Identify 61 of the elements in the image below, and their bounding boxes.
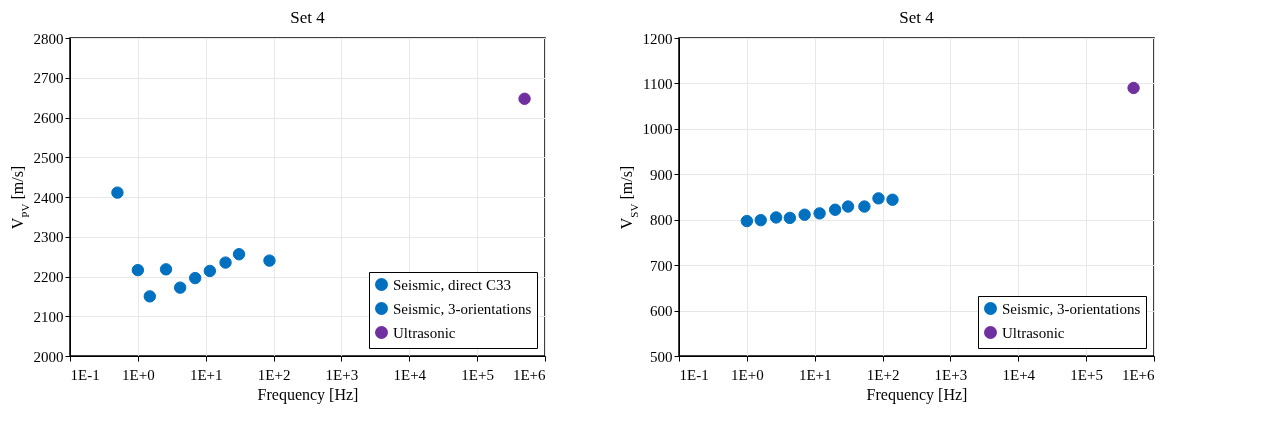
point	[841, 200, 855, 213]
legend-label: Ultrasonic	[1002, 324, 1065, 341]
point	[189, 271, 202, 285]
x-tick-label: 1E+0	[122, 366, 155, 383]
y-tick-label: 800	[650, 212, 673, 229]
point	[203, 264, 217, 278]
y-tick-label: 2700	[33, 70, 64, 87]
y-tick-label: 2600	[33, 110, 64, 126]
x-tick-label: 1E+3	[934, 366, 968, 383]
legend-label: Seismic, direct C33	[393, 276, 511, 293]
legend-label: Seismic, 3-orientations	[1002, 300, 1141, 317]
chart-title: Set 4	[899, 8, 935, 27]
x-tick-label: 1E+6	[512, 366, 546, 383]
x-axis-title: Frequency [Hz]	[866, 385, 968, 404]
legend-label: Ultrasonic	[393, 324, 456, 341]
point	[783, 211, 797, 225]
x-tick-label: 1E+1	[798, 366, 832, 383]
point	[813, 207, 826, 220]
point	[769, 211, 783, 224]
x-axis-title: Frequency [Hz]	[257, 385, 359, 404]
point	[143, 290, 157, 303]
x-tick-label: 1E+1	[189, 366, 223, 383]
x-tick-label: 1E+2	[866, 366, 900, 383]
point	[754, 213, 767, 227]
x-tick-label: 1E-1	[70, 366, 100, 383]
y-tick-label: 1100	[643, 75, 673, 92]
point	[740, 214, 754, 228]
point	[219, 256, 232, 269]
y-tick-label: 600	[650, 303, 673, 320]
x-tick-label: 1E+2	[257, 366, 291, 383]
y-tick-label: 900	[650, 166, 673, 183]
point	[173, 281, 187, 294]
y-tick-label: 2300	[33, 229, 64, 246]
y-tick-label: 2200	[33, 269, 64, 285]
legend-label: Seismic, 3-orientations	[393, 300, 532, 317]
point	[798, 208, 811, 221]
x-tick-label: 1E-1	[679, 366, 709, 383]
x-tick-label: 1E+3	[325, 366, 359, 383]
y-tick-label: 1000	[642, 121, 673, 138]
x-tick-label: 1E+5	[1070, 366, 1103, 383]
x-tick-label: 1E+4	[393, 366, 427, 383]
x-tick-label: 1E+5	[461, 366, 494, 383]
point	[886, 193, 899, 206]
y-tick-label: 2000	[33, 348, 64, 365]
point	[159, 263, 173, 276]
x-tick-label: 1E+6	[1121, 366, 1155, 383]
y-tick-label: 2800	[33, 30, 64, 47]
y-tick-label: 500	[650, 348, 673, 365]
y-tick-label: 2500	[33, 149, 64, 166]
y-tick-label: 700	[650, 257, 673, 274]
y-tick-label: 2400	[33, 189, 64, 206]
chart-title: Set 4	[290, 8, 326, 27]
y-tick-label: 1200	[642, 30, 673, 47]
x-tick-label: 1E+4	[1002, 366, 1036, 383]
point	[872, 192, 885, 205]
y-tick-label: 2100	[33, 308, 64, 325]
point	[131, 263, 145, 277]
point	[828, 203, 842, 216]
point	[858, 200, 871, 213]
point	[232, 248, 246, 261]
x-tick-label: 1E+0	[731, 366, 764, 383]
